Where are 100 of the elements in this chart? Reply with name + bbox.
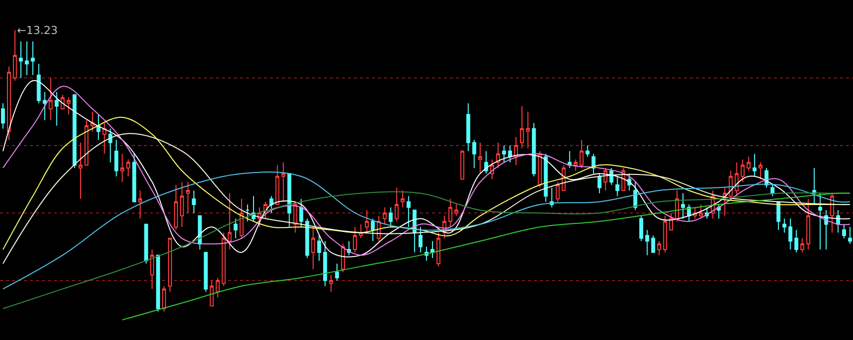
candlestick [246, 204, 250, 222]
candlestick [454, 204, 458, 216]
candlestick [30, 40, 35, 76]
candlestick [758, 162, 762, 180]
candlestick [382, 206, 387, 225]
candlestick [317, 234, 322, 262]
candlestick [222, 232, 226, 287]
candlestick [60, 94, 65, 110]
candlestick [341, 243, 345, 273]
candlestick [352, 226, 357, 253]
candlestick [114, 139, 118, 177]
candlestick [108, 128, 112, 163]
candlestick [364, 210, 369, 234]
candlestick [18, 40, 23, 78]
candlestick [663, 215, 668, 253]
candlestick [586, 144, 590, 158]
candlestick [800, 238, 804, 253]
candlestick [216, 277, 220, 298]
candlestick [102, 122, 106, 154]
candlestick [532, 122, 536, 177]
candlestick [269, 196, 274, 214]
annotation: ←13.23 [17, 24, 58, 37]
candlestick [466, 102, 470, 152]
candlestick [657, 240, 662, 256]
candlestick [592, 153, 596, 174]
candlestick [770, 184, 774, 197]
candlestick [275, 164, 280, 206]
candlestick [66, 97, 71, 116]
candlestick [156, 254, 160, 312]
candlestick [669, 212, 674, 230]
candlestick [526, 111, 530, 149]
candlestick [514, 136, 518, 166]
candlestick [776, 201, 780, 230]
candlestick [228, 192, 232, 250]
candlestick [794, 229, 798, 253]
candlestick [96, 114, 100, 140]
candlestick [746, 156, 751, 172]
candlestick [406, 196, 411, 228]
candlestick [544, 153, 548, 202]
candlestick [311, 226, 316, 270]
candlestick [580, 139, 584, 168]
candlestick [305, 218, 310, 258]
candlestick [645, 229, 650, 256]
candlestick [358, 224, 363, 239]
candlestick [651, 234, 656, 253]
candlestick [12, 30, 17, 82]
candlestick [329, 274, 334, 292]
candlestick [126, 159, 130, 177]
candlestick [484, 150, 488, 174]
candlestick [568, 150, 572, 168]
candlestick [186, 182, 190, 214]
candlestick [615, 176, 620, 197]
candlestick [204, 252, 208, 292]
candlestick [323, 240, 328, 287]
candlestick [681, 192, 685, 220]
candlestick [24, 40, 29, 76]
candlestick [520, 106, 524, 149]
candlestick [412, 210, 417, 253]
candlestick [388, 206, 393, 228]
candlestick [84, 120, 88, 166]
candlestick [48, 77, 53, 121]
candlestick [782, 218, 786, 234]
candlestick [574, 159, 578, 172]
candlestick [848, 226, 852, 244]
candlestick [675, 190, 679, 222]
candlestick [287, 173, 292, 228]
candlestick [400, 190, 405, 208]
candlestick [496, 142, 500, 168]
candlestick [240, 198, 244, 239]
candlestick [716, 204, 721, 220]
candlestick [818, 192, 822, 250]
candlestick [812, 167, 816, 206]
candlestick [460, 150, 464, 180]
candlestick [722, 187, 727, 216]
candlestick [806, 198, 810, 250]
candlestick [42, 92, 47, 121]
candlestick [598, 173, 602, 194]
candlestick [78, 142, 82, 200]
candlestick [36, 63, 41, 104]
candlestick [138, 190, 142, 220]
candlestick [734, 162, 739, 197]
candlestick [192, 190, 196, 214]
candlestick [90, 111, 94, 132]
candlestick [836, 210, 840, 234]
candlestick [180, 182, 184, 228]
candlestick [502, 144, 506, 163]
candlestick [120, 153, 124, 183]
candlestick [788, 218, 792, 250]
candlestick [54, 92, 59, 126]
candlestick [490, 159, 494, 180]
candlestick [234, 218, 238, 239]
candlestick [6, 66, 11, 140]
candlestick [436, 232, 440, 267]
candlestick [72, 94, 77, 168]
candlestick [418, 226, 422, 253]
candlestick [144, 224, 148, 264]
candlestick [394, 187, 399, 222]
candlestick [842, 224, 846, 239]
candlestick [162, 286, 166, 312]
candlestick [370, 218, 375, 242]
